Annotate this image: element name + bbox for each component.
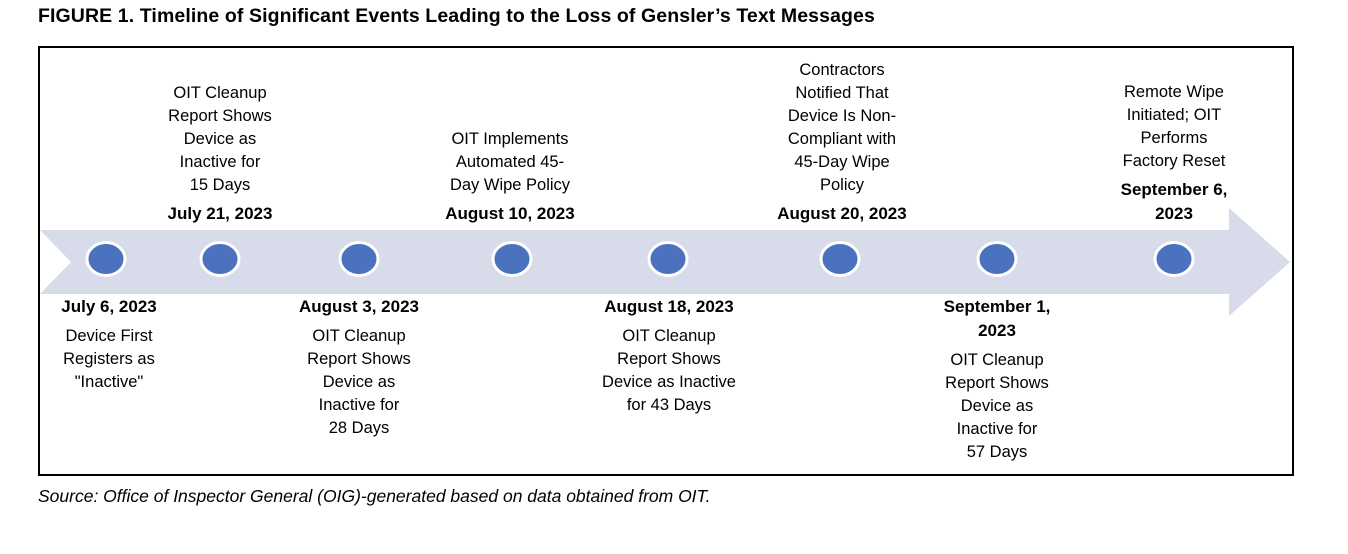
- event-description: Contractors Notified That Device Is Non-…: [787, 60, 897, 195]
- event-date: August 18, 2023: [604, 297, 734, 316]
- event-date: August 10, 2023: [445, 204, 575, 224]
- figure-title: FIGURE 1. Timeline of Significant Events…: [38, 5, 875, 27]
- event-description: OIT Implements Automated 45- Day Wipe Po…: [449, 129, 571, 195]
- timeline-dot: [1153, 241, 1195, 277]
- timeline-event-aug-18: August 18, 2023 OIT Cleanup Report Shows…: [579, 295, 759, 417]
- event-description: Device First Registers as "Inactive": [63, 326, 155, 391]
- event-description: Remote Wipe Initiated; OIT Performs Fact…: [1122, 83, 1226, 171]
- event-date: September 1, 2023: [943, 297, 1051, 340]
- event-description: OIT Cleanup Report Shows Device as Inact…: [168, 83, 272, 195]
- event-date: July 21, 2023: [167, 204, 273, 224]
- timeline-event-jul-6: July 6, 2023 Device First Registers as "…: [44, 295, 174, 394]
- event-date: July 6, 2023: [61, 297, 157, 316]
- timeline-dot: [647, 241, 689, 277]
- timeline-dot: [338, 241, 380, 277]
- timeline-event-aug-3: August 3, 2023 OIT Cleanup Report Shows …: [281, 295, 437, 440]
- event-description: OIT Cleanup Report Shows Device as Inact…: [307, 326, 411, 438]
- event-date: August 20, 2023: [777, 204, 907, 224]
- timeline-dot: [819, 241, 861, 277]
- timeline-dot: [491, 241, 533, 277]
- figure-source: Source: Office of Inspector General (OIG…: [38, 486, 711, 506]
- timeline-dot: [199, 241, 241, 277]
- timeline-event-aug-20: Contractors Notified That Device Is Non-…: [762, 59, 922, 226]
- timeline-dot: [85, 241, 127, 277]
- timeline-arrow-graphic: [40, 208, 1290, 316]
- timeline-event-sep-1: September 1, 2023 OIT Cleanup Report Sho…: [919, 295, 1075, 464]
- event-date: August 3, 2023: [299, 297, 419, 316]
- timeline-event-jul-21: OIT Cleanup Report Shows Device as Inact…: [150, 82, 290, 226]
- timeline-event-aug-10: OIT Implements Automated 45- Day Wipe Po…: [425, 128, 595, 226]
- timeline-event-sep-6: Remote Wipe Initiated; OIT Performs Fact…: [1099, 81, 1249, 226]
- event-description: OIT Cleanup Report Shows Device as Inact…: [945, 350, 1049, 461]
- event-date: September 6, 2023: [1120, 180, 1228, 224]
- timeline-dot: [976, 241, 1018, 277]
- event-description: OIT Cleanup Report Shows Device as Inact…: [602, 326, 736, 415]
- timeline-frame: July 6, 2023 Device First Registers as "…: [38, 46, 1294, 476]
